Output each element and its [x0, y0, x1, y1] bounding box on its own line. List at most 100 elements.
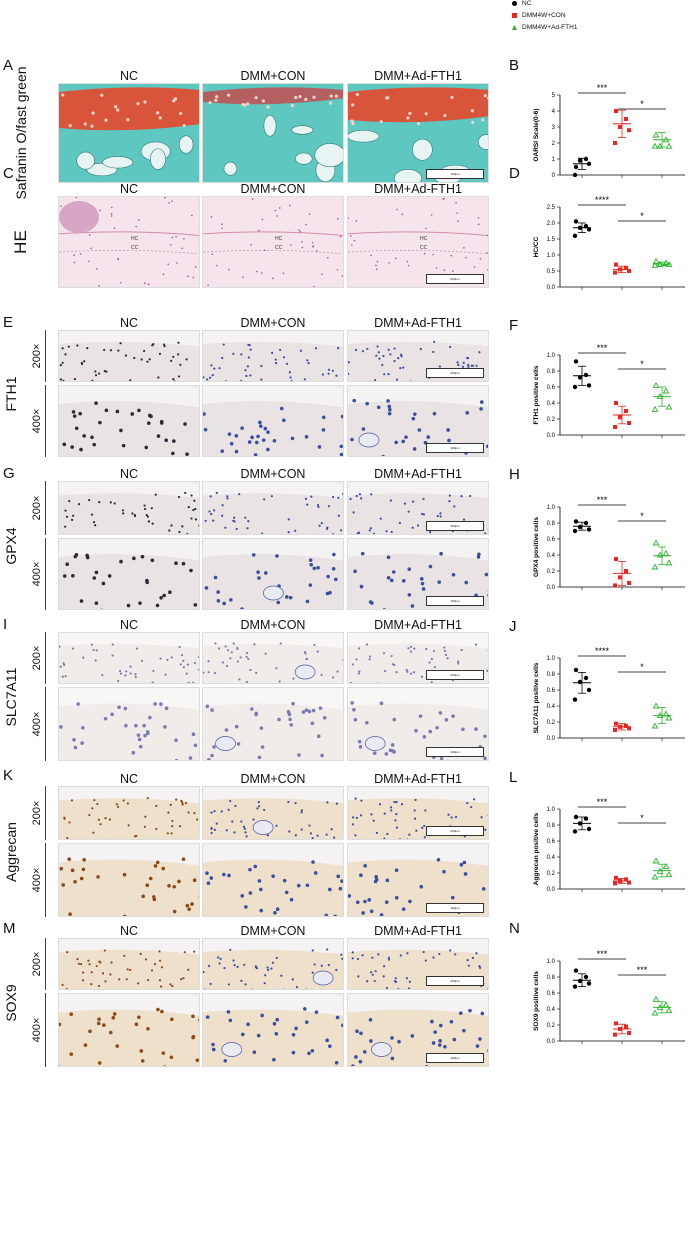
y-tick-label: 0.2	[547, 720, 556, 726]
data-point	[573, 667, 579, 673]
column-label: NC	[119, 772, 139, 786]
data-point	[665, 261, 673, 268]
y-axis-label: Aggrecan positive cells	[533, 812, 540, 885]
y-tick-label: 0.8	[547, 975, 556, 981]
significance-label: ***	[597, 495, 608, 505]
data-point	[651, 142, 659, 149]
y-tick-label: 0.2	[547, 417, 556, 423]
data-point	[627, 581, 631, 585]
micrograph-G-3-x200: 200μm	[347, 481, 489, 535]
micrograph-G-1-x200	[58, 481, 200, 535]
layer-label-cc: CC	[275, 244, 283, 251]
scale-bar: 100μm	[426, 596, 484, 606]
data-point	[618, 1027, 622, 1031]
column-label: DMM+CON	[240, 618, 306, 632]
legend-marker-triangle	[512, 25, 517, 30]
y-tick-label: 1.0	[547, 959, 556, 965]
y-tick-label: 0.8	[547, 823, 556, 829]
significance-label: *	[640, 511, 644, 521]
data-point	[572, 384, 578, 390]
data-point	[665, 142, 673, 149]
data-point	[572, 984, 578, 989]
stain-label: SOX9	[3, 983, 19, 1022]
layer-label-hc: HC	[275, 235, 283, 242]
micrograph-K-2-x200	[202, 786, 344, 840]
y-tick-label: 0.0	[547, 887, 556, 893]
data-point	[662, 136, 670, 143]
y-axis-label: SOX9 positive cells	[533, 971, 540, 1031]
chart-B: 0 1 2 3 4 5 OARSI Scale(0-6) *** *	[520, 83, 690, 205]
y-tick-label: 2.0	[547, 221, 556, 227]
panel-letter-C: C	[3, 165, 14, 182]
y-tick-label: 0.8	[547, 672, 556, 678]
scale-bar: 200μm	[426, 368, 484, 378]
data-point	[618, 415, 622, 420]
y-tick-label: 1.0	[547, 353, 556, 359]
panel-letter-N: N	[509, 920, 520, 937]
panel-letter-D: D	[509, 165, 520, 182]
data-point	[624, 877, 628, 882]
column-label: DMM+Ad-FTH1	[374, 316, 462, 330]
scale-bar: 200μm	[426, 274, 484, 284]
micrograph-I-2-x400	[202, 687, 344, 761]
micrograph-M-2-x200	[202, 938, 344, 990]
data-point	[665, 1007, 673, 1014]
data-point	[572, 528, 578, 534]
chart-svg: 0.00.51.01.52.02.5HC/CC*****	[533, 195, 685, 291]
data-point	[662, 1001, 670, 1008]
data-point	[652, 995, 660, 1002]
data-point	[624, 409, 628, 413]
data-point	[614, 875, 618, 880]
column-label: DMM+CON	[240, 69, 306, 83]
panel-letter-H: H	[509, 466, 520, 483]
magnification-line	[45, 786, 46, 840]
legend-marker-circle	[512, 1, 517, 6]
layer-label-cc: CC	[420, 244, 428, 251]
scale-bar: 200μm	[426, 670, 484, 680]
y-tick-label: 0.4	[547, 704, 556, 710]
y-tick-label: 2	[552, 141, 556, 147]
data-point	[583, 372, 589, 378]
column-label: NC	[119, 69, 139, 83]
chart-L: 0.0 0.2 0.4 0.6 0.8 1.0 Aggrecan positive cell…	[520, 797, 690, 919]
magnification-line	[45, 481, 46, 535]
data-point	[613, 881, 617, 886]
data-point	[586, 383, 592, 388]
data-point	[624, 1024, 628, 1029]
data-point	[624, 569, 628, 573]
data-point	[656, 551, 664, 558]
panel-letter-M: M	[3, 920, 16, 937]
legend-item: DMM4W+CON	[512, 12, 652, 19]
micrograph-A-3: 100μm	[347, 83, 489, 183]
scale-bar: 100μm	[426, 443, 484, 453]
data-point	[651, 722, 659, 729]
magnification-label: 200×	[31, 645, 43, 671]
panel-letter-I: I	[3, 616, 8, 633]
y-tick-label: 0.8	[547, 369, 556, 375]
y-tick-label: 0.4	[547, 855, 556, 861]
chart-H: 0.0 0.2 0.4 0.6 0.8 1.0 GPX4 positive cells ***…	[520, 495, 690, 617]
y-tick-label: 0.2	[547, 871, 556, 877]
y-tick-label: 0.0	[547, 585, 556, 591]
micrograph-M-1-x200	[58, 938, 200, 990]
data-point	[656, 712, 664, 719]
y-tick-label: 1	[552, 157, 556, 163]
micrograph-G-1-x400	[58, 538, 200, 610]
data-point	[656, 142, 664, 149]
data-point	[624, 117, 628, 121]
micrograph-E-2-x400	[202, 385, 344, 457]
stain-label: Aggrecan	[3, 821, 19, 882]
data-point	[614, 262, 618, 267]
micrograph-I-2-x200	[202, 632, 344, 684]
data-point	[665, 714, 673, 721]
significance-label: ***	[597, 83, 608, 93]
panel-letter-L: L	[509, 769, 518, 786]
micrograph-E-1-x400	[58, 385, 200, 457]
panel-letter-K: K	[3, 767, 14, 784]
magnification-label: 200×	[31, 800, 43, 826]
data-point	[662, 387, 670, 394]
column-label: NC	[119, 467, 139, 481]
y-tick-label: 0.6	[547, 688, 556, 694]
data-point	[665, 871, 673, 878]
